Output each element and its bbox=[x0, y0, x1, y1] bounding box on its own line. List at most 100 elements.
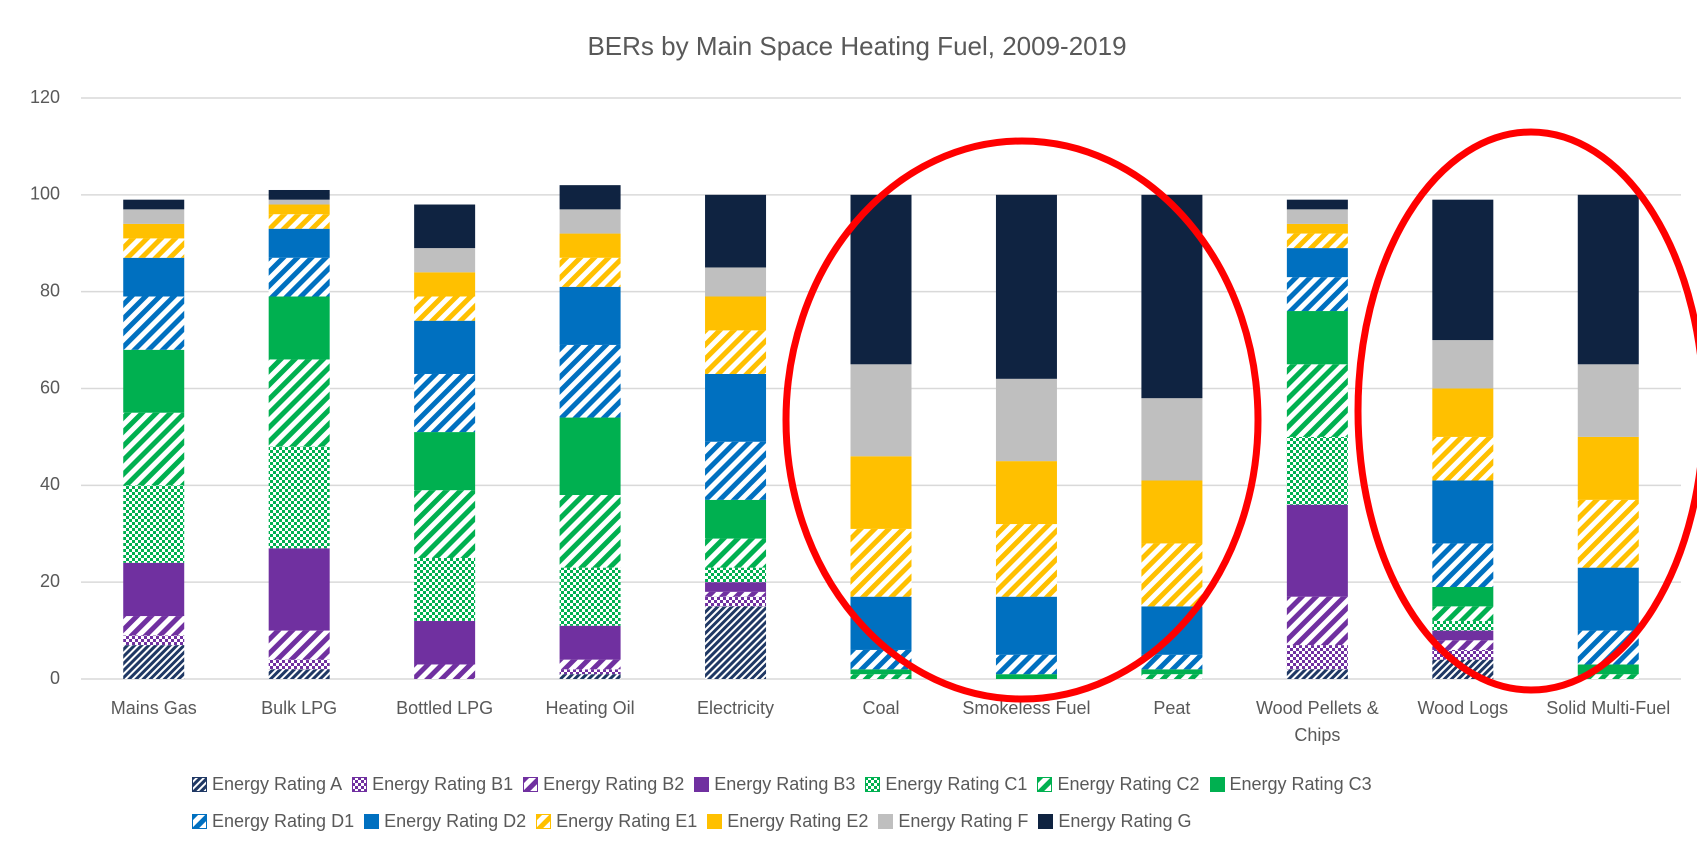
x-tick-label: Wood Logs bbox=[1417, 698, 1509, 718]
legend-item: Energy Rating B1 bbox=[352, 774, 513, 795]
legend-label: Energy Rating D2 bbox=[384, 811, 527, 831]
legend-item: Energy Rating G bbox=[1038, 811, 1191, 832]
bar-segment bbox=[1286, 223, 1348, 234]
bar-segment bbox=[705, 567, 767, 583]
bar-segment bbox=[123, 616, 185, 636]
legend-item: Energy Rating B3 bbox=[694, 774, 855, 795]
bar-segment bbox=[1432, 649, 1494, 660]
bar-segment bbox=[268, 659, 330, 670]
bar-segment bbox=[123, 296, 185, 350]
y-tick-label: 80 bbox=[40, 280, 60, 300]
bar-segment bbox=[1286, 364, 1348, 437]
bar-segment bbox=[1286, 233, 1348, 249]
bar-segment bbox=[414, 204, 476, 249]
bar-segment bbox=[559, 674, 621, 679]
bar-segment bbox=[559, 417, 621, 496]
x-tick-label: Peat bbox=[1153, 698, 1191, 718]
bar-segment bbox=[705, 499, 767, 539]
bar-segment bbox=[559, 567, 621, 626]
legend-swatch bbox=[192, 814, 207, 829]
legend-swatch bbox=[1037, 777, 1053, 792]
x-tick-label: Coal bbox=[862, 698, 900, 718]
bar-segment bbox=[705, 582, 767, 592]
x-tick-label: Electricity bbox=[697, 698, 775, 718]
legend-swatch bbox=[878, 814, 894, 829]
y-tick-label: 60 bbox=[40, 377, 60, 397]
highlight-ellipse bbox=[782, 137, 1262, 703]
legend-label: Energy Rating E1 bbox=[556, 811, 698, 831]
bar-segment bbox=[1432, 543, 1494, 588]
legend: Energy Rating A Energy Rating B1 Energy Ra… bbox=[192, 774, 1537, 832]
bar-segment bbox=[123, 199, 185, 210]
bar-segment bbox=[1141, 654, 1203, 670]
bar-segment bbox=[559, 209, 621, 234]
bar-segment bbox=[995, 194, 1057, 379]
bar-segment bbox=[995, 654, 1057, 675]
bar-segment bbox=[268, 669, 330, 679]
legend-swatch bbox=[352, 777, 368, 792]
bar-segment bbox=[1141, 480, 1203, 544]
bar-segment bbox=[705, 591, 767, 597]
legend-item: Energy Rating E2 bbox=[707, 811, 868, 832]
bar-segment bbox=[123, 412, 185, 486]
bar-segment bbox=[559, 233, 621, 258]
legend-item: Energy Rating C3 bbox=[1209, 774, 1372, 795]
bar-segment bbox=[1577, 499, 1639, 568]
bar-segment bbox=[1432, 630, 1494, 641]
bar-segment bbox=[1577, 664, 1639, 675]
y-tick-label: 40 bbox=[40, 474, 60, 494]
bar-segment bbox=[559, 344, 621, 418]
bar-segment bbox=[705, 538, 767, 568]
bar-segment bbox=[123, 223, 185, 239]
bar-segment bbox=[414, 296, 476, 321]
bar-segment bbox=[123, 645, 185, 679]
bar-segment bbox=[1577, 567, 1639, 631]
bar-segment bbox=[850, 674, 912, 679]
bar-segment bbox=[1286, 669, 1348, 679]
y-tick-label: 0 bbox=[50, 668, 60, 688]
legend-swatch bbox=[1038, 814, 1054, 829]
legend-item: Energy Rating C1 bbox=[865, 774, 1027, 795]
bar-segment bbox=[995, 461, 1057, 525]
bar-segment bbox=[123, 238, 185, 258]
bar-segment bbox=[414, 620, 476, 665]
bar-segment bbox=[850, 456, 912, 529]
bar-segment bbox=[268, 548, 330, 631]
bar-segment bbox=[268, 630, 330, 660]
bar-segment bbox=[1286, 311, 1348, 365]
bar-segment bbox=[705, 194, 767, 268]
bar-segment bbox=[1577, 674, 1639, 679]
bar-segment bbox=[1286, 504, 1348, 597]
bar-segment bbox=[705, 330, 767, 374]
bar-segment bbox=[123, 257, 185, 297]
bar-segment bbox=[123, 349, 185, 413]
legend-swatch bbox=[865, 777, 881, 792]
bar-segment bbox=[268, 199, 330, 205]
legend-swatch bbox=[523, 777, 539, 792]
bar-segment bbox=[1286, 248, 1348, 278]
legend-item: Energy Rating D2 bbox=[364, 811, 526, 832]
bar-segment bbox=[268, 446, 330, 549]
bar-segment bbox=[850, 669, 912, 675]
bar-segment bbox=[1286, 209, 1348, 224]
bar-segment bbox=[268, 296, 330, 360]
bar-segment bbox=[995, 674, 1057, 679]
bar-segment bbox=[414, 248, 476, 273]
bar-segment bbox=[1286, 199, 1348, 210]
bar-segment bbox=[1577, 364, 1639, 437]
bar-segment bbox=[414, 373, 476, 433]
bar-segment bbox=[1141, 398, 1203, 481]
bar-segment bbox=[414, 490, 476, 558]
bar-segment bbox=[1141, 543, 1203, 607]
legend-swatch bbox=[536, 814, 552, 829]
legend-swatch bbox=[694, 777, 710, 792]
legend-swatch bbox=[1209, 777, 1225, 792]
legend-swatch bbox=[707, 814, 723, 829]
bar-segment bbox=[995, 378, 1057, 462]
legend-item: Energy Rating C2 bbox=[1037, 774, 1200, 795]
x-tick-label: Solid Multi-Fuel bbox=[1546, 698, 1671, 718]
bar-segment bbox=[1141, 674, 1203, 679]
bar-segment bbox=[850, 528, 912, 597]
bar-segment bbox=[123, 209, 185, 224]
